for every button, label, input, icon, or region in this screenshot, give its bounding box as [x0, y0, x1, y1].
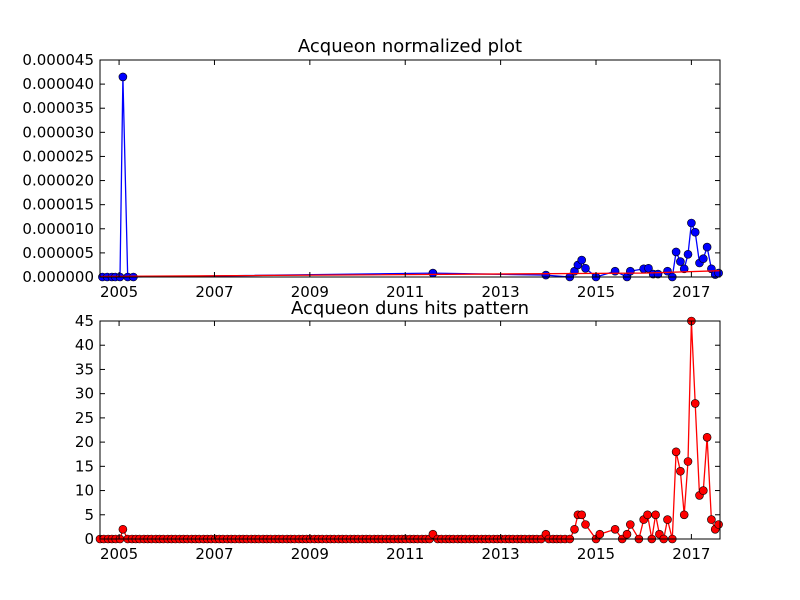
bottom-data-point: [611, 525, 619, 533]
top-data-point: [626, 267, 634, 275]
top-chart-panel: 0.000000 0.000005 0.000010 0.000015 0.000020…: [22, 36, 722, 301]
top-data-point: [691, 228, 699, 236]
bottom-x-tick-label: 2009: [291, 545, 329, 563]
top-x-tick-label: 2017: [672, 283, 710, 301]
top-data-point: [699, 255, 707, 263]
bottom-data-point: [691, 399, 699, 407]
bottom-data-point: [664, 516, 672, 524]
top-y-tick-label: 0.000035: [22, 99, 94, 117]
bottom-data-point: [571, 525, 579, 533]
top-data-point: [119, 73, 127, 81]
bottom-data-point: [644, 511, 652, 519]
bottom-data-point: [703, 433, 711, 441]
bottom-data-point: [684, 458, 692, 466]
bottom-data-point: [578, 511, 586, 519]
top-data-point: [687, 219, 695, 227]
bottom-y-tick-label: 15: [75, 457, 94, 475]
bottom-y-tick-label: 5: [84, 506, 94, 524]
bottom-series-0: [96, 317, 723, 543]
top-y-tick-label: 0.000040: [22, 75, 94, 93]
top-y-tick-label: 0.000020: [22, 172, 94, 190]
bottom-x-tick-label: 2011: [386, 545, 424, 563]
top-y-tick-label: 0.000010: [22, 220, 94, 238]
top-data-point: [582, 264, 590, 272]
bottom-data-point: [119, 525, 127, 533]
top-data-point: [703, 243, 711, 251]
bottom-x-tick-label: 2007: [195, 545, 233, 563]
top-x-tick-label: 2005: [100, 283, 138, 301]
bottom-series-0-line: [100, 321, 719, 539]
top-x-tick-label: 2007: [195, 283, 233, 301]
bottom-data-point: [623, 530, 631, 538]
bottom-data-point: [652, 511, 660, 519]
top-y-tick-label: 0.000045: [22, 51, 94, 69]
top-series-0-line: [102, 77, 718, 277]
bottom-y-tick-label: 30: [75, 385, 94, 403]
bottom-x-tick-label: 2015: [577, 545, 615, 563]
top-x-tick-label: 2015: [577, 283, 615, 301]
bottom-data-point: [582, 521, 590, 529]
top-data-point: [684, 250, 692, 258]
top-y-tick-label: 0.000015: [22, 196, 94, 214]
bottom-data-point: [707, 516, 715, 524]
top-data-point: [611, 267, 619, 275]
bottom-data-point: [715, 521, 723, 529]
top-data-point: [578, 256, 586, 264]
bottom-x-tick-label: 2005: [100, 545, 138, 563]
bottom-y-tick-label: 0: [84, 530, 94, 548]
bottom-data-point: [596, 530, 604, 538]
bottom-y-tick-label: 45: [75, 312, 94, 330]
bottom-y-tick-label: 20: [75, 433, 94, 451]
top-series-0: [98, 73, 722, 281]
bottom-x-tick-label: 2017: [672, 545, 710, 563]
bottom-data-point: [676, 467, 684, 475]
top-data-point: [542, 271, 550, 279]
bottom-chart-panel: 0 5 10 15 20 25 30 35 40 45 2005 2007 2009 2011 2013 20…: [75, 298, 723, 563]
bottom-data-point: [699, 487, 707, 495]
top-chart-title: Acqueon normalized plot: [298, 36, 522, 57]
bottom-y-tick-label: 35: [75, 360, 94, 378]
top-y-tick-label: 0.000005: [22, 244, 94, 262]
bottom-data-point: [626, 521, 634, 529]
top-data-point: [429, 269, 437, 277]
bottom-y-tick-label: 10: [75, 482, 94, 500]
top-y-tick-label: 0.000000: [22, 268, 94, 286]
bottom-chart-title: Acqueon duns hits pattern: [291, 298, 529, 319]
bottom-data-point: [680, 511, 688, 519]
top-axes-frame: [100, 60, 720, 277]
top-y-tick-label: 0.000030: [22, 123, 94, 141]
top-data-point: [672, 248, 680, 256]
bottom-x-tick-label: 2013: [482, 545, 520, 563]
bottom-axes-frame: [100, 321, 720, 539]
top-data-point: [676, 258, 684, 266]
bottom-y-tick-label: 40: [75, 336, 94, 354]
bottom-y-tick-label: 25: [75, 409, 94, 427]
bottom-data-point: [672, 448, 680, 456]
top-y-tick-label: 0.000025: [22, 147, 94, 165]
